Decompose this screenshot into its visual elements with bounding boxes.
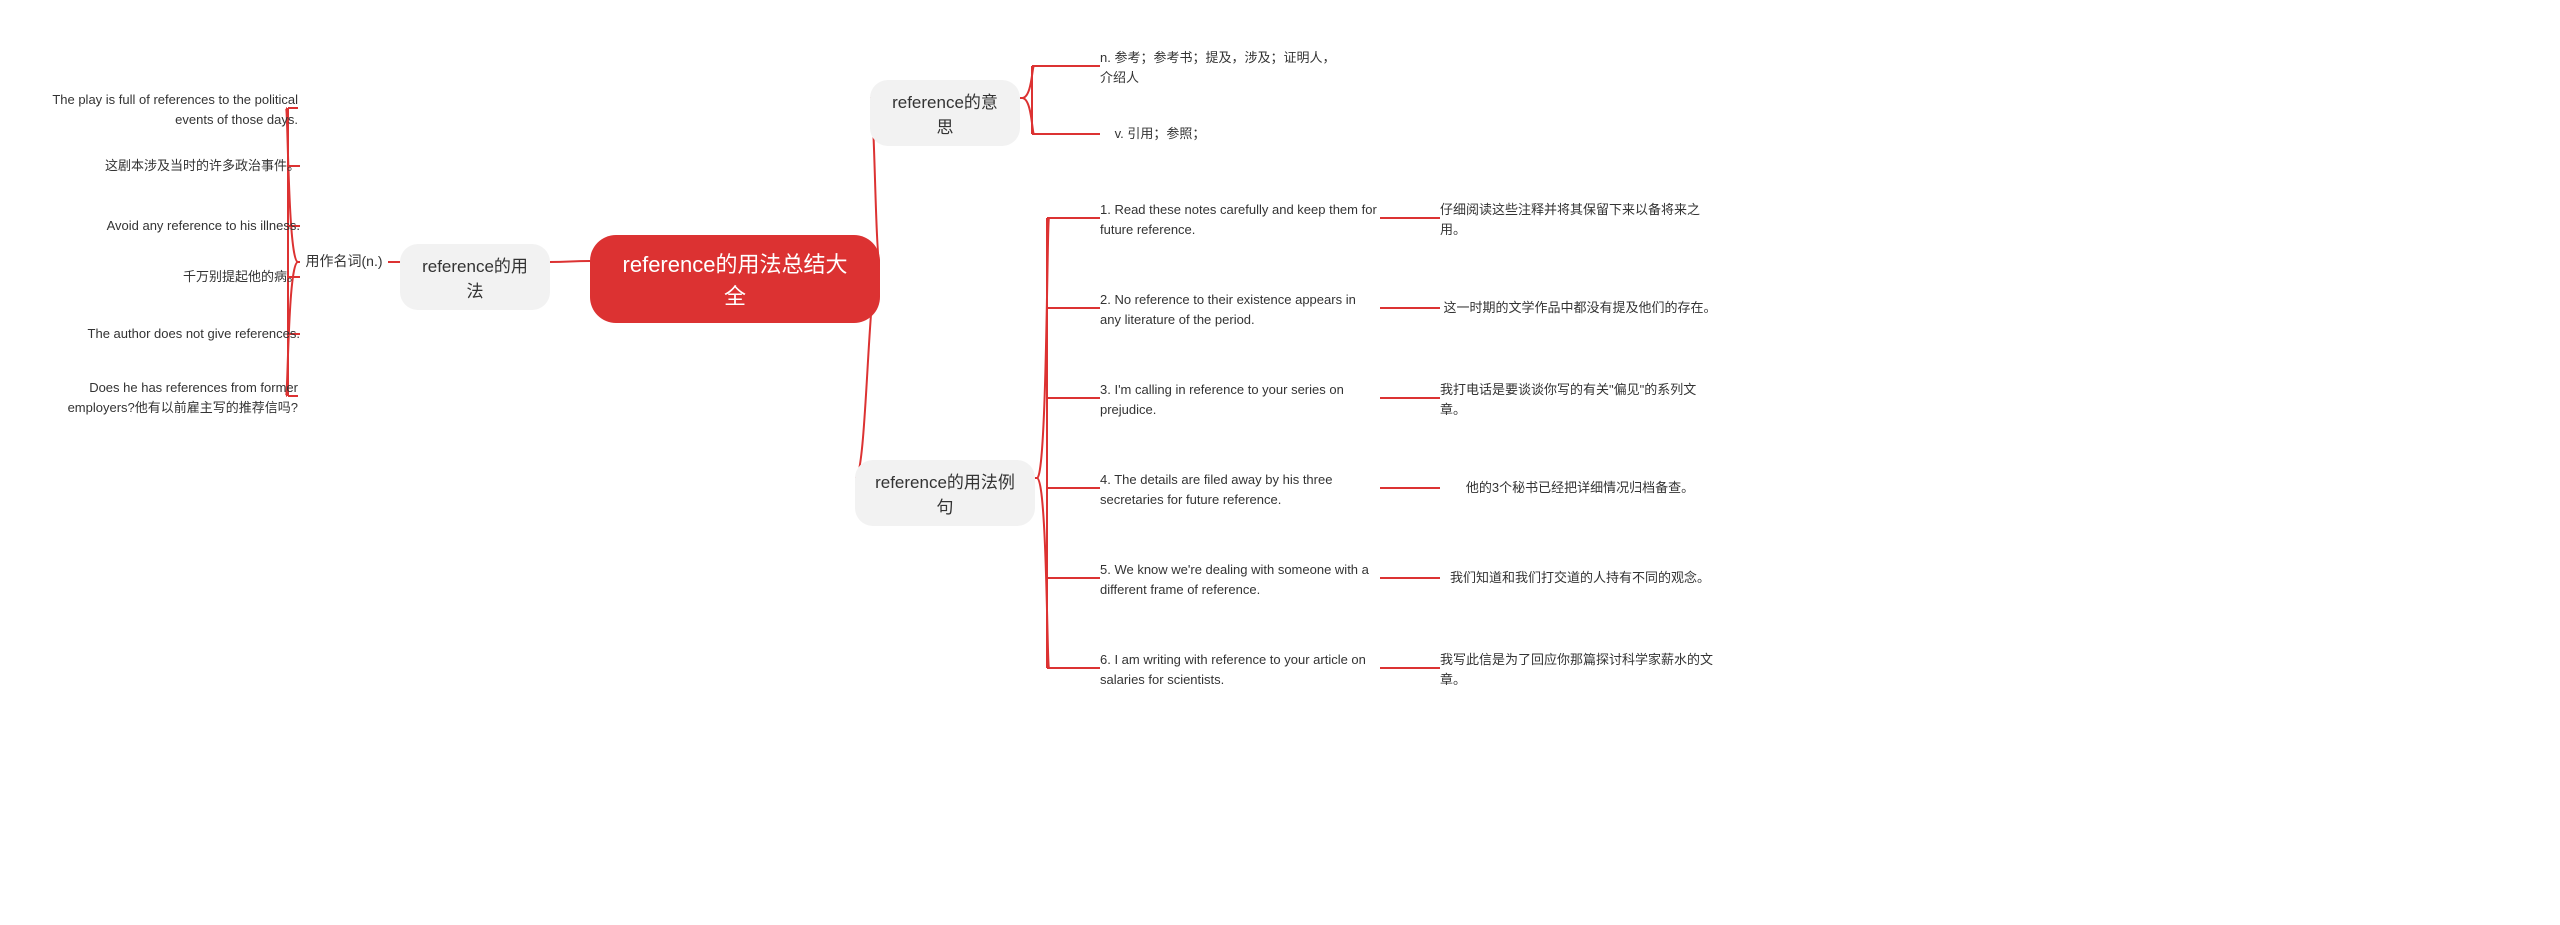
right-leaf-0-1: v. 引用；参照；: [1100, 124, 1220, 144]
left-leaf-1: 这剧本涉及当时的许多政治事件。: [100, 156, 300, 176]
right-leaf-trans-1-0: 仔细阅读这些注释并将其保留下来以备将来之用。: [1440, 200, 1720, 239]
right-leaf-1-5: 6. I am writing with reference to your a…: [1100, 650, 1380, 689]
right-leaf-trans-1-5: 我写此信是为了回应你那篇探讨科学家薪水的文章。: [1440, 650, 1720, 689]
right-leaf-trans-1-3: 他的3个秘书已经把详细情况归档备查。: [1440, 478, 1720, 498]
right-leaf-1-0: 1. Read these notes carefully and keep t…: [1100, 200, 1380, 239]
right-leaf-trans-1-1: 这一时期的文学作品中都没有提及他们的存在。: [1440, 290, 1720, 326]
right-leaf-1-3: 4. The details are filed away by his thr…: [1100, 470, 1380, 509]
right-leaf-1-4: 5. We know we're dealing with someone wi…: [1100, 560, 1380, 599]
right-leaf-1-1: 2. No reference to their existence appea…: [1100, 290, 1380, 329]
root-node: reference的用法总结大全: [590, 235, 880, 323]
right-leaf-1-2: 3. I'm calling in reference to your seri…: [1100, 380, 1380, 419]
connector-layer: [0, 0, 2560, 925]
right-branch-0: reference的意思: [870, 80, 1020, 146]
left-leaf-3: 千万别提起他的病。: [180, 267, 300, 287]
left-branch-usage: reference的用法: [400, 244, 550, 310]
left-sub-noun: 用作名词(n.): [300, 252, 388, 272]
left-leaf-0: The play is full of references to the po…: [50, 90, 298, 129]
right-leaf-trans-1-2: 我打电话是要谈谈你写的有关"偏见"的系列文章。: [1440, 380, 1720, 419]
left-leaf-2: Avoid any reference to his illness.: [85, 216, 300, 236]
right-leaf-0-0: n. 参考；参考书；提及，涉及；证明人，介绍人: [1100, 48, 1340, 87]
right-branch-1: reference的用法例句: [855, 460, 1035, 526]
right-leaf-trans-1-4: 我们知道和我们打交道的人持有不同的观念。: [1440, 568, 1720, 588]
left-leaf-4: The author does not give references.: [65, 324, 300, 344]
left-leaf-5: Does he has references from former emplo…: [50, 378, 298, 417]
